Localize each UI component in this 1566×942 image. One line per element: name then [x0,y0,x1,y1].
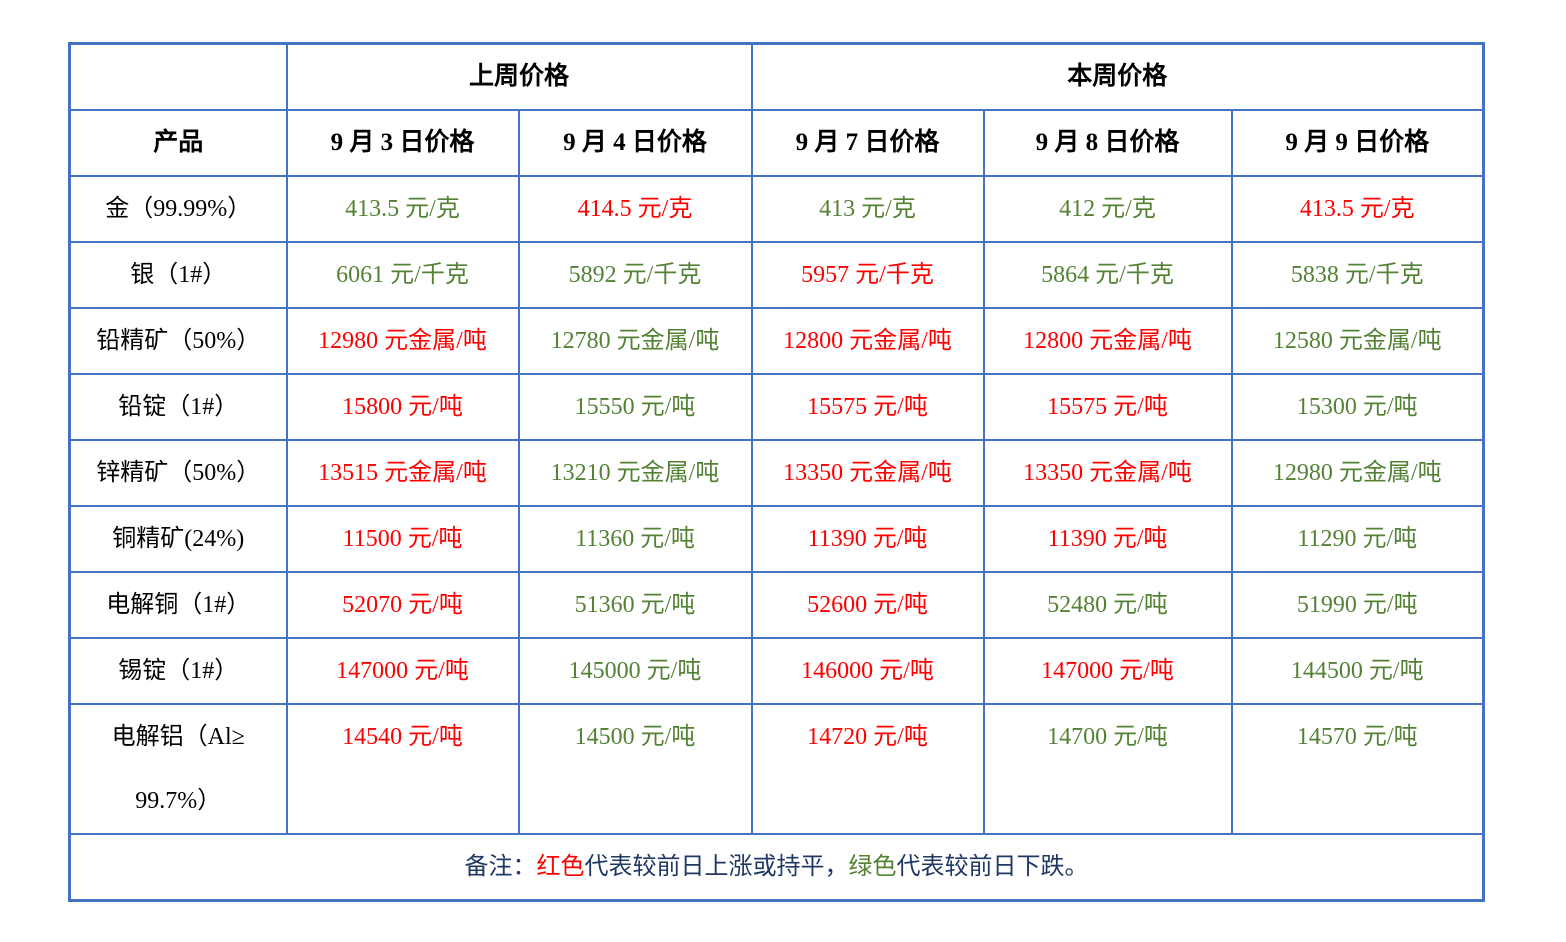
note-cell: 备注：红色代表较前日上涨或持平，绿色代表较前日下跌。 [68,833,1485,902]
column-header-sep7: 9 月 7 日价格 [750,109,985,177]
price-cell: 145000 元/吨 [517,637,753,705]
product-cell: 银（1#） [68,241,288,309]
table-row: 电解铝（Al≥ 99.7%） 14540 元/吨 14500 元/吨 14720 元/… [68,703,1485,835]
product-cell: 铅锭（1#） [68,373,288,441]
price-cell: 14540 元/吨 [285,703,520,835]
metal-price-table: 上周价格 本周价格 产品 9 月 3 日价格 9 月 4 日价格 9 月 7 日… [68,42,1486,902]
price-cell: 12800 元金属/吨 [982,307,1233,375]
product-cell: 锡锭（1#） [68,637,288,705]
price-cell: 51990 元/吨 [1230,571,1485,639]
price-cell: 12800 元金属/吨 [750,307,985,375]
column-header-sep8: 9 月 8 日价格 [982,109,1233,177]
price-cell: 11360 元/吨 [517,505,753,573]
price-cell: 14720 元/吨 [750,703,985,835]
product-cell: 铅精矿（50%） [68,307,288,375]
price-cell: 14500 元/吨 [517,703,753,835]
price-cell: 146000 元/吨 [750,637,985,705]
note-segment: 红色 [536,854,585,880]
price-cell: 13515 元金属/吨 [285,439,520,507]
column-header-sep4: 9 月 4 日价格 [517,109,753,177]
product-cell: 电解铝（Al≥ 99.7%） [68,703,288,835]
price-cell: 147000 元/吨 [982,637,1233,705]
price-cell: 11500 元/吨 [285,505,520,573]
price-cell: 13350 元金属/吨 [750,439,985,507]
table-row: 银（1#） 6061 元/千克 5892 元/千克 5957 元/千克 5864 元/千… [68,241,1485,309]
product-cell: 铜精矿(24%) [68,505,288,573]
price-cell: 412 元/克 [982,175,1233,243]
note-row: 备注：红色代表较前日上涨或持平，绿色代表较前日下跌。 [68,833,1485,902]
price-cell: 15575 元/吨 [750,373,985,441]
product-cell: 锌精矿（50%） [68,439,288,507]
column-header-product: 产品 [68,109,288,177]
price-cell: 15575 元/吨 [982,373,1233,441]
price-cell: 413.5 元/克 [1230,175,1485,243]
price-cell: 14700 元/吨 [982,703,1233,835]
price-cell: 15300 元/吨 [1230,373,1485,441]
price-cell: 13210 元金属/吨 [517,439,753,507]
price-cell: 5838 元/千克 [1230,241,1485,309]
price-cell: 413 元/克 [750,175,985,243]
price-cell: 52480 元/吨 [982,571,1233,639]
note-segment: 绿色 [848,854,897,880]
price-cell: 5892 元/千克 [517,241,753,309]
price-cell: 12980 元金属/吨 [285,307,520,375]
table-row: 铜精矿(24%) 11500 元/吨 11360 元/吨 11390 元/吨 11390… [68,505,1485,573]
price-cell: 12780 元金属/吨 [517,307,753,375]
price-cell: 5957 元/千克 [750,241,985,309]
header-this-week: 本周价格 [750,42,1485,111]
price-cell: 6061 元/千克 [285,241,520,309]
table-row: 锡锭（1#） 147000 元/吨 145000 元/吨 146000 元/吨 1470… [68,637,1485,705]
price-cell: 5864 元/千克 [982,241,1233,309]
table-row: 铅精矿（50%） 12980 元金属/吨 12780 元金属/吨 12800 元金属/… [68,307,1485,375]
table-row: 铅锭（1#） 15800 元/吨 15550 元/吨 15575 元/吨 15575 元… [68,373,1485,441]
price-cell: 14570 元/吨 [1230,703,1485,835]
product-cell: 金（99.99%） [68,175,288,243]
table-header: 上周价格 本周价格 产品 9 月 3 日价格 9 月 4 日价格 9 月 7 日… [68,42,1485,177]
note-segment: 备注： [464,854,537,880]
header-last-week: 上周价格 [285,42,753,111]
table-footer: 备注：红色代表较前日上涨或持平，绿色代表较前日下跌。 [68,833,1485,902]
product-cell: 电解铜（1#） [68,571,288,639]
header-columns-row: 产品 9 月 3 日价格 9 月 4 日价格 9 月 7 日价格 9 月 8 日… [68,109,1485,177]
price-cell: 11390 元/吨 [982,505,1233,573]
price-cell: 12980 元金属/吨 [1230,439,1485,507]
table-row: 金（99.99%） 413.5 元/克 414.5 元/克 413 元/克 412 元/… [68,175,1485,243]
header-group-row: 上周价格 本周价格 [68,42,1485,111]
corner-cell [68,42,288,111]
note-segment: 代表较前日下跌。 [896,854,1089,880]
price-table-body: 金（99.99%） 413.5 元/克 414.5 元/克 413 元/克 412 元/… [68,175,1485,835]
price-cell: 52600 元/吨 [750,571,985,639]
price-cell: 15550 元/吨 [517,373,753,441]
price-cell: 414.5 元/克 [517,175,753,243]
price-cell: 12580 元金属/吨 [1230,307,1485,375]
price-cell: 413.5 元/克 [285,175,520,243]
price-cell: 52070 元/吨 [285,571,520,639]
note-segment: 代表较前日上涨或持平， [584,854,849,880]
price-cell: 147000 元/吨 [285,637,520,705]
price-cell: 51360 元/吨 [517,571,753,639]
price-cell: 11290 元/吨 [1230,505,1485,573]
price-cell: 11390 元/吨 [750,505,985,573]
price-cell: 15800 元/吨 [285,373,520,441]
price-cell: 144500 元/吨 [1230,637,1485,705]
column-header-sep3: 9 月 3 日价格 [285,109,520,177]
column-header-sep9: 9 月 9 日价格 [1230,109,1485,177]
table-row: 电解铜（1#） 52070 元/吨 51360 元/吨 52600 元/吨 52480 … [68,571,1485,639]
table-row: 锌精矿（50%） 13515 元金属/吨 13210 元金属/吨 13350 元金属/… [68,439,1485,507]
price-cell: 13350 元金属/吨 [982,439,1233,507]
